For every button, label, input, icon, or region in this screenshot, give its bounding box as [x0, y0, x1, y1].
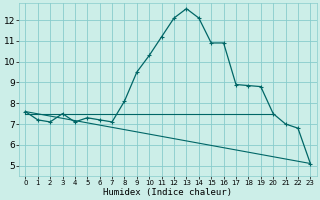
X-axis label: Humidex (Indice chaleur): Humidex (Indice chaleur) [103, 188, 232, 197]
